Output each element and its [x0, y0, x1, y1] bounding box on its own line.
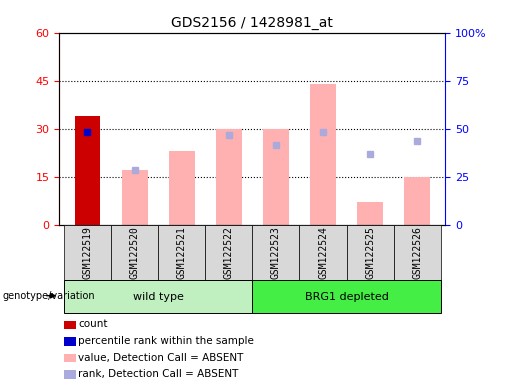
- Bar: [393, 225, 441, 280]
- Bar: [205, 225, 252, 280]
- Text: GSM122525: GSM122525: [365, 226, 375, 279]
- Text: GSM122519: GSM122519: [82, 226, 93, 279]
- Text: GSM122524: GSM122524: [318, 226, 328, 279]
- Bar: [252, 225, 299, 280]
- Text: percentile rank within the sample: percentile rank within the sample: [78, 336, 254, 346]
- Bar: [357, 202, 383, 225]
- Bar: [310, 84, 336, 225]
- Bar: [347, 225, 393, 280]
- Title: GDS2156 / 1428981_at: GDS2156 / 1428981_at: [171, 16, 333, 30]
- Bar: [169, 151, 195, 225]
- Bar: [64, 225, 111, 280]
- Text: BRG1 depleted: BRG1 depleted: [304, 291, 388, 302]
- Text: GSM122523: GSM122523: [271, 226, 281, 279]
- Bar: [299, 225, 347, 280]
- Bar: [216, 129, 242, 225]
- Text: GSM122521: GSM122521: [177, 226, 187, 279]
- Bar: [263, 129, 289, 225]
- Text: GSM122522: GSM122522: [224, 226, 234, 279]
- Bar: [404, 177, 430, 225]
- Text: wild type: wild type: [133, 291, 183, 302]
- Bar: [252, 280, 441, 313]
- Bar: [75, 116, 100, 225]
- Bar: [111, 225, 158, 280]
- Bar: [122, 170, 147, 225]
- Bar: [158, 225, 205, 280]
- Text: GSM122526: GSM122526: [412, 226, 422, 279]
- Text: value, Detection Call = ABSENT: value, Detection Call = ABSENT: [78, 353, 244, 362]
- Text: GSM122520: GSM122520: [130, 226, 140, 279]
- Text: count: count: [78, 319, 108, 329]
- Bar: [64, 280, 252, 313]
- Text: genotype/variation: genotype/variation: [3, 291, 95, 301]
- Text: rank, Detection Call = ABSENT: rank, Detection Call = ABSENT: [78, 369, 238, 379]
